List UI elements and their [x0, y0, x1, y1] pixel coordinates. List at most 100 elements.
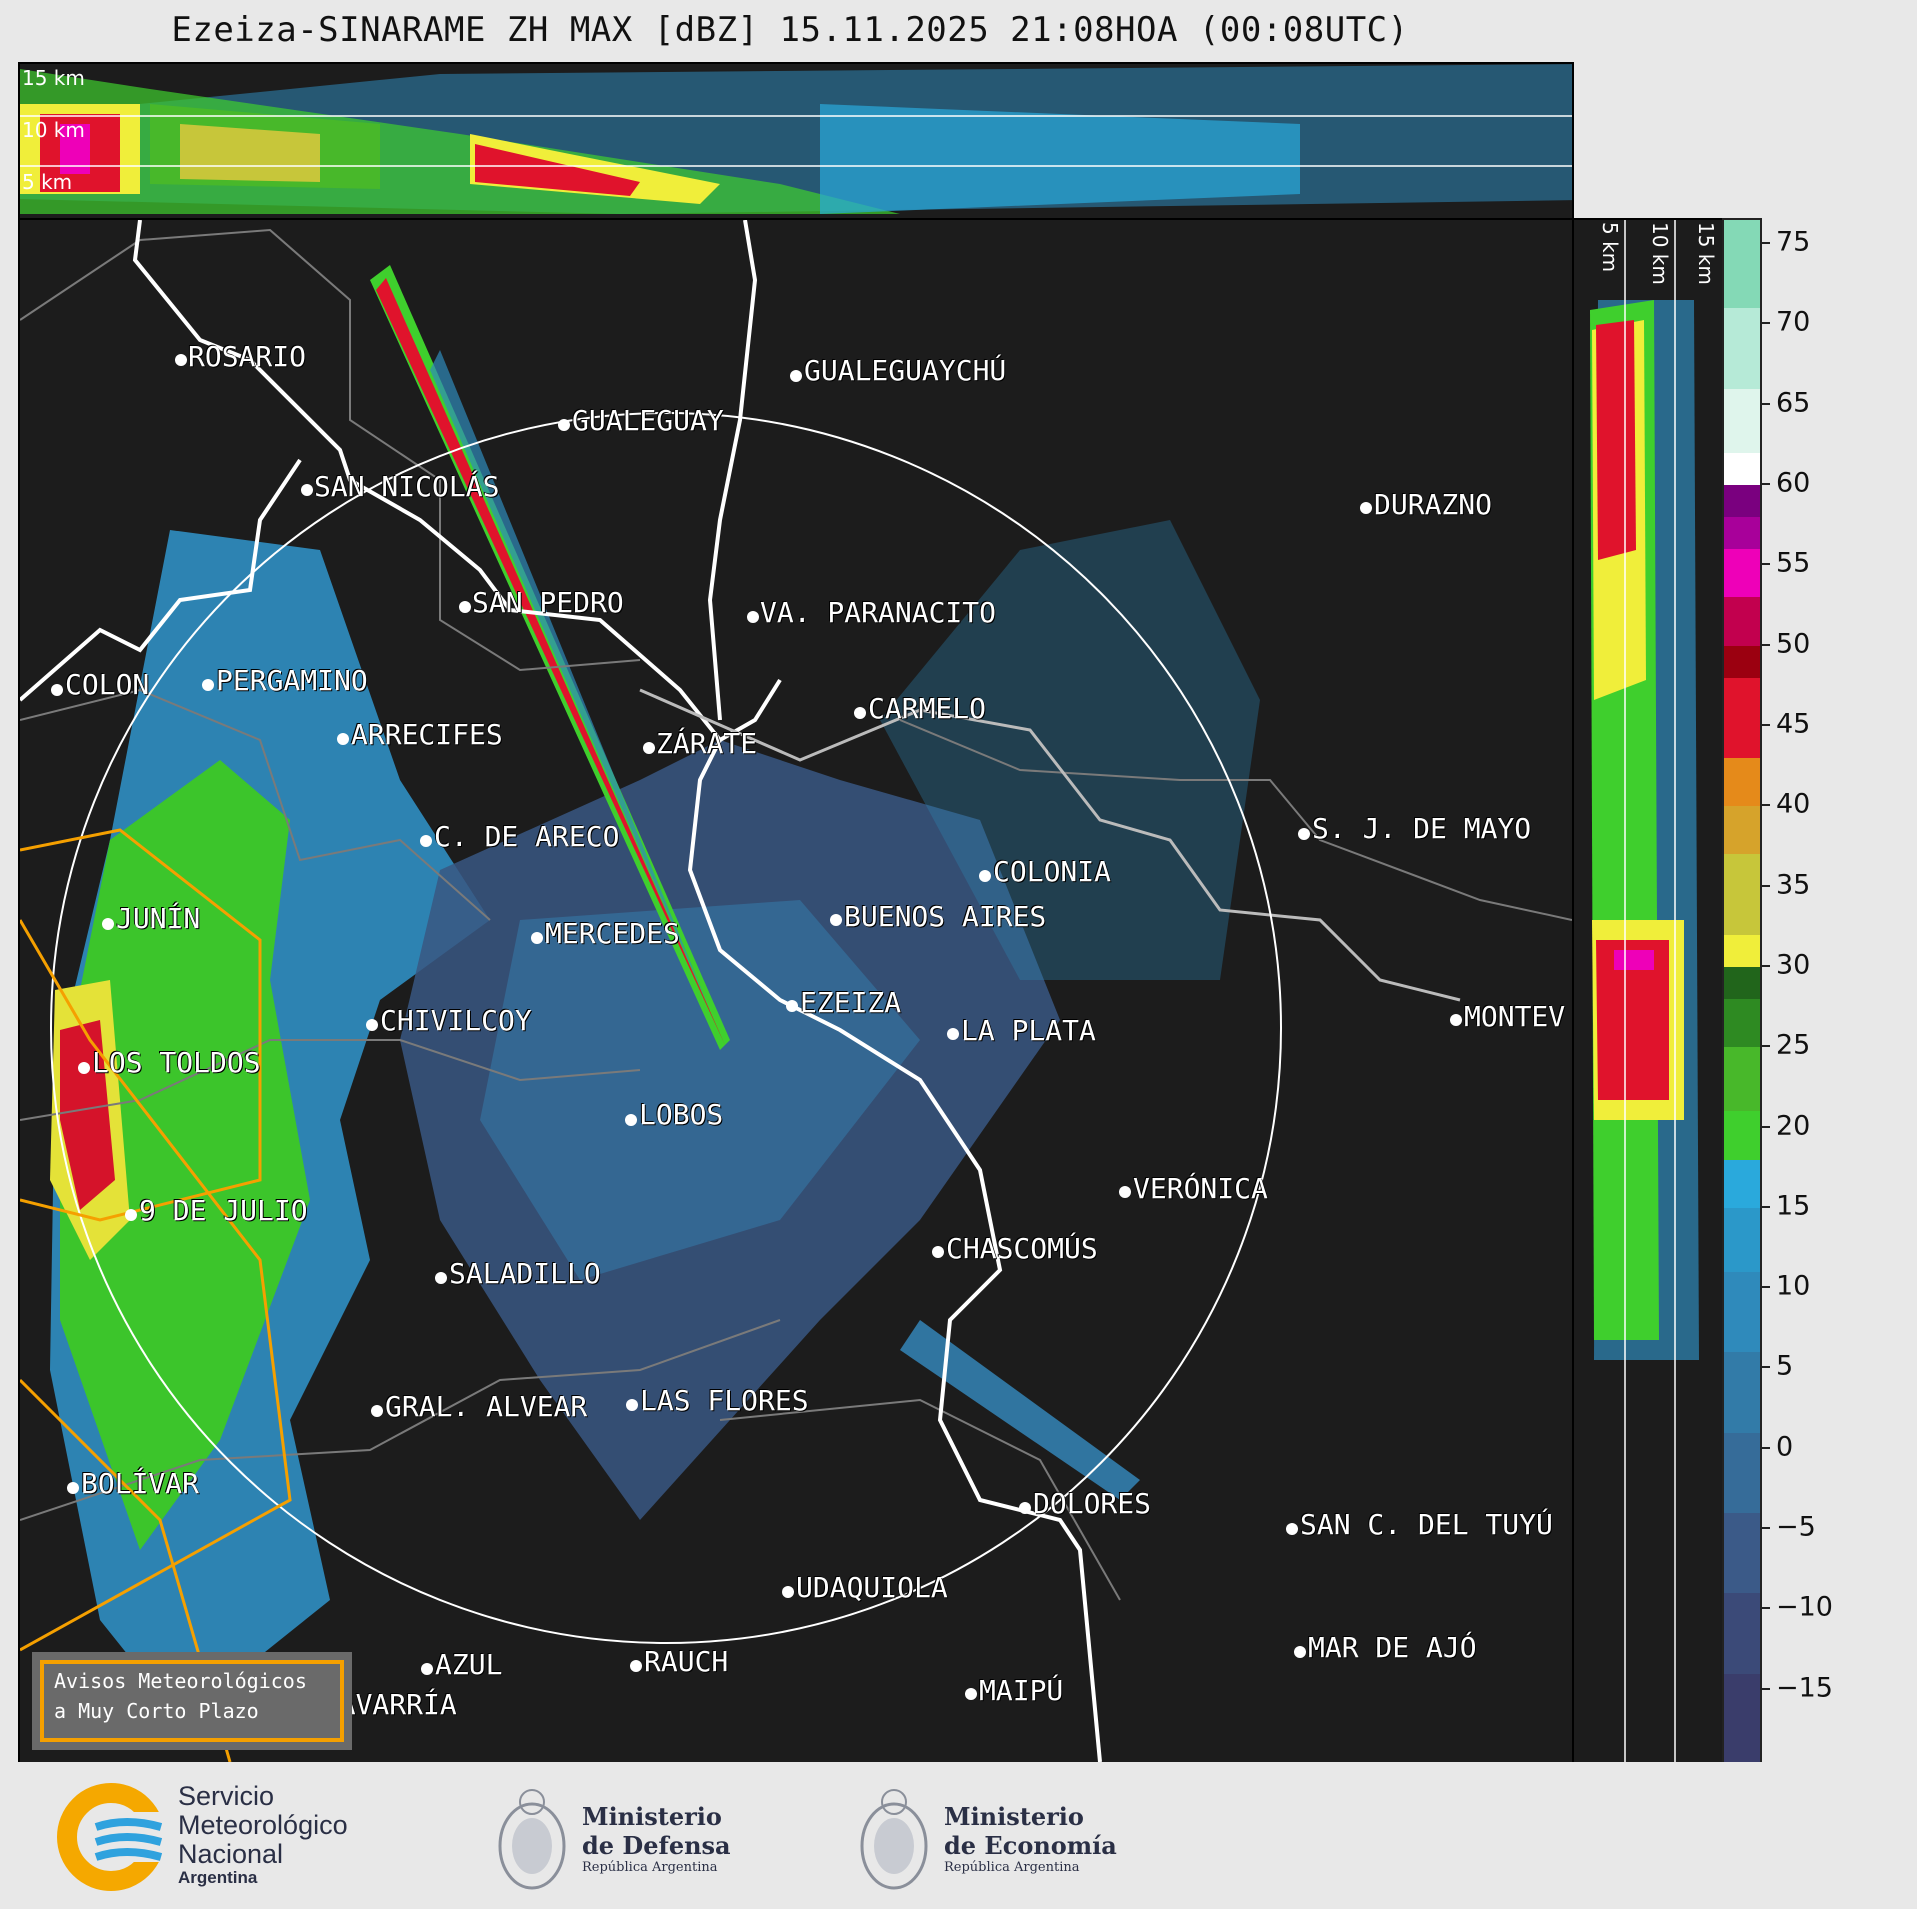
city-marker — [643, 742, 655, 754]
city-label: C. DE ARECO — [434, 820, 620, 853]
city-marker — [1119, 1186, 1131, 1198]
defensa-logo-line3: República Argentina — [582, 1860, 718, 1875]
colorbar-band — [1724, 452, 1760, 486]
city-label: GRAL. ALVEAR — [385, 1390, 588, 1423]
colorbar-tick-label: 65 — [1776, 387, 1811, 419]
city-label: VA. PARANACITO — [760, 596, 997, 629]
colorbar-tick — [1760, 322, 1770, 325]
city-label: DURAZNO — [1374, 488, 1493, 521]
colorbar-tick-label: 25 — [1776, 1029, 1811, 1061]
radar-map — [18, 218, 1574, 1764]
altitude-label-10km-vertical: 10 km — [1648, 222, 1672, 285]
colorbar-tick — [1760, 964, 1770, 967]
city-label: S. J. DE MAYO — [1312, 812, 1532, 845]
smn-logo-icon — [57, 1783, 166, 1891]
colorbar-tick-label: 45 — [1776, 708, 1811, 740]
city-marker — [102, 918, 114, 930]
colorbar-band — [1724, 1111, 1760, 1160]
city-label: MERCEDES — [545, 917, 680, 950]
city-marker — [782, 1586, 794, 1598]
city-label: CHASCOMÚS — [946, 1232, 1098, 1265]
economia-seal-icon — [860, 1789, 928, 1890]
colorbar-tick-label: −10 — [1776, 1591, 1833, 1623]
economia-logo-line2: de Economía — [944, 1831, 1117, 1860]
city-label: COLONIA — [993, 855, 1112, 888]
city-marker — [786, 1000, 798, 1012]
city-label: ROSARIO — [188, 340, 307, 373]
city-marker — [979, 870, 991, 882]
colorbar-tick — [1760, 1607, 1770, 1610]
city-label: SALADILLO — [449, 1257, 601, 1290]
warning-legend: Avisos Meteorológicos a Muy Corto Plazo — [32, 1652, 352, 1750]
colorbar-tick — [1760, 643, 1770, 646]
city-label: GUALEGUAYCHÚ — [804, 354, 1007, 387]
economia-logo-line3: República Argentina — [944, 1860, 1080, 1875]
colorbar-band — [1724, 485, 1760, 518]
defensa-logo-line2: de Defensa — [582, 1831, 731, 1860]
colorbar-band — [1724, 645, 1760, 678]
altitude-label-5km: 5 km — [22, 170, 73, 194]
colorbar-tick — [1760, 1446, 1770, 1449]
colorbar-tick-label: 40 — [1776, 788, 1811, 820]
economia-logo-line1: Ministerio — [944, 1802, 1084, 1831]
right-profile-echoes — [1574, 220, 1722, 1762]
city-label: BUENOS AIRES — [844, 900, 1047, 933]
altitude-label-10km: 10 km — [22, 118, 85, 142]
colorbar-tick — [1760, 563, 1770, 566]
city-label: JUNÍN — [116, 902, 201, 935]
colorbar-tick-label: 35 — [1776, 869, 1811, 901]
altitude-label-5km-vertical: 5 km — [1598, 222, 1622, 273]
city-label: UDAQUIOLA — [796, 1571, 948, 1604]
colorbar-band — [1724, 1047, 1760, 1112]
city-label: COLON — [65, 668, 150, 701]
colorbar-tick-label: 10 — [1776, 1270, 1811, 1302]
colorbar-tick — [1760, 884, 1770, 887]
city-marker — [435, 1272, 447, 1284]
city-label: LOS TOLDOS — [92, 1046, 261, 1079]
city-marker — [630, 1660, 642, 1672]
city-marker — [421, 1663, 433, 1675]
colorbar-tick-label: 20 — [1776, 1110, 1811, 1142]
city-marker — [625, 1114, 637, 1126]
colorbar-tick — [1760, 723, 1770, 726]
colorbar-band — [1724, 1207, 1760, 1273]
city-label: SAN PEDRO — [472, 586, 624, 619]
city-label: EZEIZA — [800, 986, 902, 1019]
city-marker — [459, 601, 471, 613]
colorbar-band — [1724, 220, 1760, 309]
city-marker — [1019, 1502, 1031, 1514]
colorbar-tick — [1760, 1125, 1770, 1128]
city-marker — [371, 1405, 383, 1417]
colorbar-band — [1724, 934, 1760, 967]
colorbar-band — [1724, 1352, 1760, 1433]
colorbar-band — [1724, 1673, 1760, 1762]
colorbar-band — [1724, 517, 1760, 550]
colorbar-tick — [1760, 1527, 1770, 1530]
city-marker — [1298, 828, 1310, 840]
right-height-profile: 5 km 10 km 15 km — [1572, 218, 1724, 1764]
colorbar-tick-label: 75 — [1776, 226, 1811, 258]
city-marker — [1286, 1523, 1298, 1535]
colorbar-band — [1724, 677, 1760, 759]
city-label: CHIVILCOY — [380, 1004, 532, 1037]
city-label: BOLÍVAR — [81, 1467, 200, 1500]
city-label: CARMELO — [868, 692, 987, 725]
altitude-label-15km-vertical: 15 km — [1694, 222, 1718, 285]
city-marker — [202, 679, 214, 691]
colorbar-band — [1724, 308, 1760, 389]
colorbar-tick-label: 70 — [1776, 306, 1811, 338]
colorbar-tick — [1760, 1366, 1770, 1369]
city-marker — [965, 1688, 977, 1700]
warning-legend-line1: Avisos Meteorológicos — [54, 1669, 307, 1693]
city-label: ARRECIFES — [351, 718, 503, 751]
colorbar-tick-label: 55 — [1776, 547, 1811, 579]
city-marker — [67, 1482, 79, 1494]
city-marker — [830, 914, 842, 926]
smn-logo-line4: Argentina — [178, 1868, 258, 1887]
city-label: DOLORES — [1033, 1487, 1152, 1520]
colorbar-tick — [1760, 1687, 1770, 1690]
city-marker — [337, 733, 349, 745]
city-marker — [125, 1209, 137, 1221]
colorbar — [1722, 218, 1762, 1764]
colorbar-tick-label: 30 — [1776, 949, 1811, 981]
